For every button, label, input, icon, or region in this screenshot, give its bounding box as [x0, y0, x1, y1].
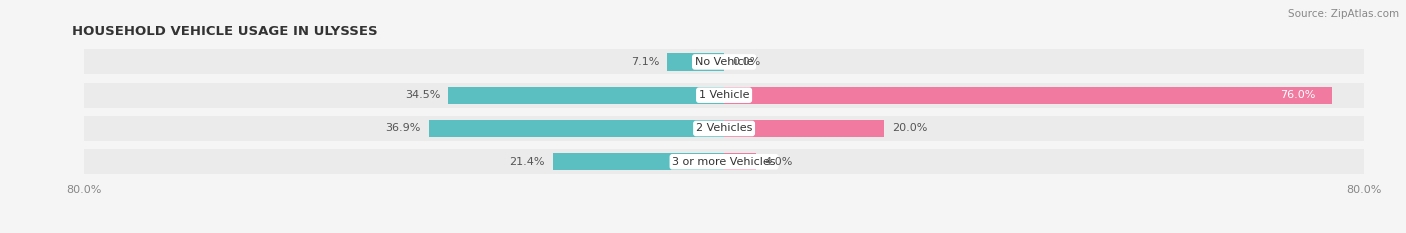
Text: 21.4%: 21.4% — [509, 157, 546, 167]
Bar — [429, 120, 724, 137]
Bar — [668, 53, 724, 71]
Bar — [724, 86, 1331, 104]
Text: 2 Vehicles: 2 Vehicles — [696, 123, 752, 134]
Bar — [724, 120, 884, 137]
Text: 20.0%: 20.0% — [891, 123, 928, 134]
Bar — [449, 86, 724, 104]
Text: 4.0%: 4.0% — [763, 157, 793, 167]
Text: Source: ZipAtlas.com: Source: ZipAtlas.com — [1288, 9, 1399, 19]
Text: HOUSEHOLD VEHICLE USAGE IN ULYSSES: HOUSEHOLD VEHICLE USAGE IN ULYSSES — [72, 25, 377, 38]
Text: 1 Vehicle: 1 Vehicle — [699, 90, 749, 100]
Text: 7.1%: 7.1% — [631, 57, 659, 67]
Text: 36.9%: 36.9% — [385, 123, 420, 134]
Text: 3 or more Vehicles: 3 or more Vehicles — [672, 157, 776, 167]
Bar — [84, 116, 1364, 141]
Text: 76.0%: 76.0% — [1281, 90, 1316, 100]
Text: 34.5%: 34.5% — [405, 90, 440, 100]
Text: 0.0%: 0.0% — [733, 57, 761, 67]
Bar — [84, 49, 1364, 74]
Bar — [84, 149, 1364, 174]
Bar — [724, 153, 756, 170]
Bar — [84, 83, 1364, 108]
Text: No Vehicle: No Vehicle — [695, 57, 754, 67]
Bar — [553, 153, 724, 170]
